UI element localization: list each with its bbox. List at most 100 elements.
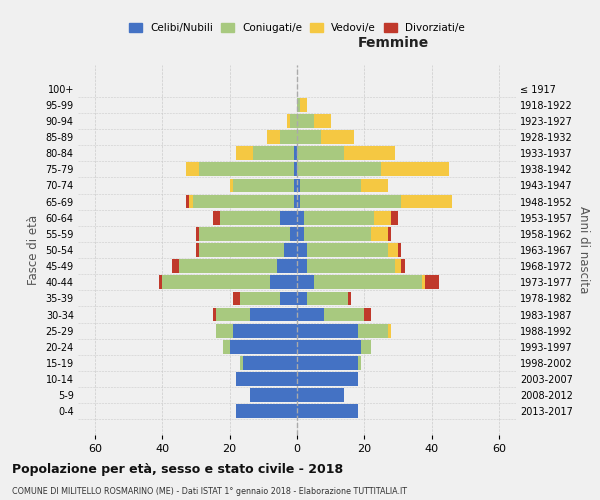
Text: Femmine: Femmine [358,36,429,50]
Bar [297,146,344,160]
Bar [193,194,293,208]
Bar [297,292,307,306]
Bar [297,260,307,273]
Bar [425,276,439,289]
Bar [297,324,358,338]
Bar [223,340,230,353]
Bar [266,130,280,144]
Bar [240,292,280,306]
Bar [293,146,297,160]
Bar [230,178,233,192]
Bar [388,227,391,240]
Bar [301,178,361,192]
Bar [240,356,243,370]
Bar [280,211,297,224]
Bar [304,227,371,240]
Bar [388,324,391,338]
Bar [243,356,297,370]
Bar [280,292,297,306]
Bar [233,178,293,192]
Bar [199,162,293,176]
Bar [361,340,371,353]
Y-axis label: Fasce di età: Fasce di età [27,215,40,285]
Bar [297,243,307,257]
Bar [398,243,401,257]
Bar [297,276,314,289]
Bar [196,227,199,240]
Text: Popolazione per età, sesso e stato civile - 2018: Popolazione per età, sesso e stato civil… [12,462,343,475]
Bar [388,243,398,257]
Bar [297,340,361,353]
Bar [307,243,388,257]
Bar [297,211,304,224]
Bar [213,211,220,224]
Bar [297,178,301,192]
Bar [253,146,293,160]
Bar [189,194,193,208]
Bar [220,211,280,224]
Bar [290,227,297,240]
Bar [307,260,395,273]
Bar [196,243,199,257]
Bar [186,194,189,208]
Bar [297,130,320,144]
Bar [304,211,374,224]
Bar [314,114,331,128]
Bar [250,388,297,402]
Bar [277,260,297,273]
Bar [162,276,270,289]
Bar [297,114,314,128]
Bar [236,404,297,418]
Bar [297,194,301,208]
Bar [293,162,297,176]
Bar [179,260,277,273]
Bar [233,292,240,306]
Bar [172,260,179,273]
Bar [344,146,395,160]
Bar [293,194,297,208]
Bar [374,211,391,224]
Bar [391,211,398,224]
Bar [280,130,297,144]
Bar [297,308,324,322]
Bar [301,98,307,112]
Bar [307,292,347,306]
Bar [236,372,297,386]
Bar [293,178,297,192]
Bar [297,372,358,386]
Bar [395,260,401,273]
Bar [358,356,361,370]
Legend: Celibi/Nubili, Coniugati/e, Vedovi/e, Divorziati/e: Celibi/Nubili, Coniugati/e, Vedovi/e, Di… [125,18,469,37]
Bar [358,324,388,338]
Bar [361,178,388,192]
Bar [297,404,358,418]
Bar [297,162,381,176]
Bar [297,227,304,240]
Bar [284,243,297,257]
Bar [401,194,452,208]
Bar [233,324,297,338]
Bar [199,227,290,240]
Bar [364,308,371,322]
Bar [216,324,233,338]
Bar [230,340,297,353]
Bar [297,98,301,112]
Bar [270,276,297,289]
Bar [199,243,284,257]
Bar [422,276,425,289]
Bar [186,162,199,176]
Y-axis label: Anni di nascita: Anni di nascita [577,206,590,294]
Bar [314,276,422,289]
Bar [287,114,290,128]
Bar [324,308,364,322]
Text: COMUNE DI MILITELLO ROSMARINO (ME) - Dati ISTAT 1° gennaio 2018 - Elaborazione T: COMUNE DI MILITELLO ROSMARINO (ME) - Dat… [12,488,407,496]
Bar [297,388,344,402]
Bar [216,308,250,322]
Bar [320,130,354,144]
Bar [213,308,216,322]
Bar [236,146,253,160]
Bar [401,260,405,273]
Bar [297,356,358,370]
Bar [159,276,162,289]
Bar [347,292,351,306]
